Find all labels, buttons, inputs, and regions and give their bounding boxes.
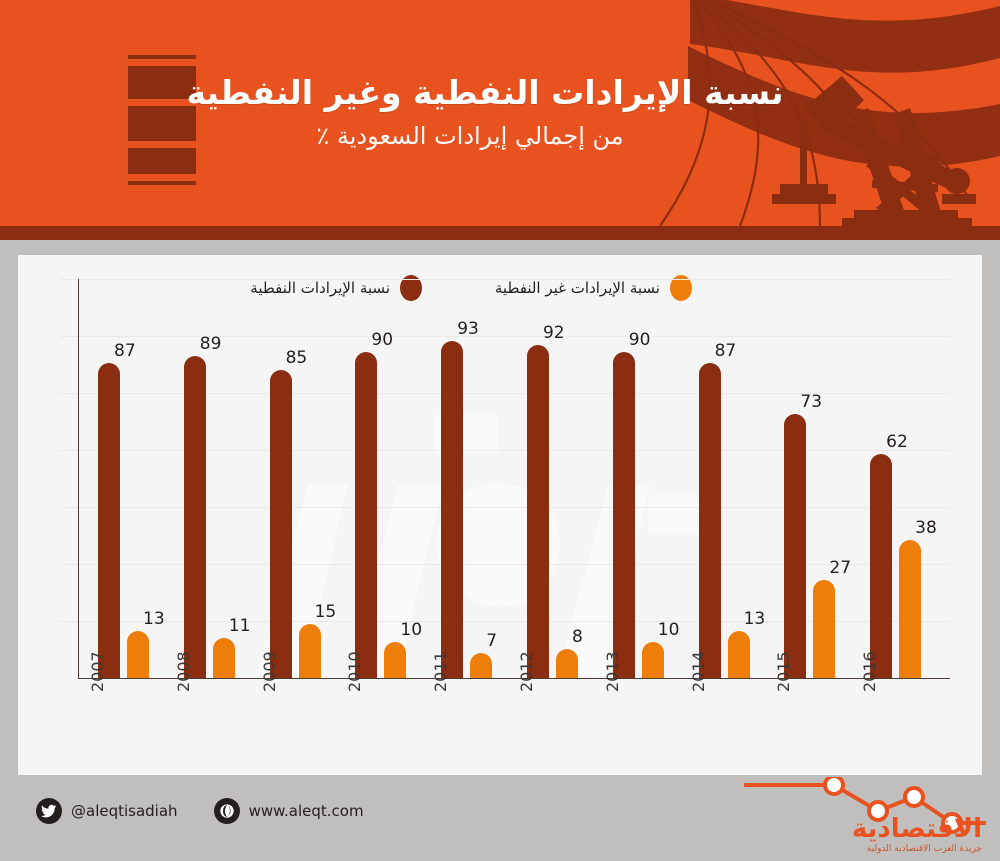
brand-name: الاقتصادية	[852, 814, 982, 844]
twitter-handle: @aleqtisadiah	[71, 802, 178, 820]
gridline	[60, 393, 950, 394]
bar-value-nonoil: 38	[915, 518, 937, 539]
bar-value-nonoil: 10	[400, 619, 423, 640]
x-axis-line	[78, 678, 950, 679]
bar-oil[interactable]: 90	[612, 330, 650, 678]
bar-group: 93 7	[433, 279, 519, 678]
brand-logo[interactable]: الاقتصادية جريدة العرب الاقتصادية الدولي…	[738, 774, 988, 857]
bar-oil[interactable]: 87	[98, 341, 136, 678]
legend-item-nonoil[interactable]: نسبة الإيرادات غير النفطية	[495, 271, 692, 305]
bar-oil[interactable]: 85	[269, 348, 307, 678]
x-tick-label: 2012	[517, 651, 536, 692]
bar-nonoil[interactable]: 13	[727, 609, 765, 678]
bar-nonoil[interactable]: 8	[555, 627, 583, 678]
bar-value-oil: 87	[114, 341, 136, 362]
bar-value-oil: 92	[542, 322, 565, 343]
bar-oil[interactable]: 92	[526, 323, 565, 678]
bar-nonoil[interactable]: 10	[384, 620, 422, 678]
bar-nonoil[interactable]: 10	[641, 620, 679, 678]
bar-group: 92 8	[519, 279, 605, 678]
gridline	[60, 507, 950, 508]
x-tick-label: 2010	[345, 651, 365, 692]
gridline	[60, 564, 950, 565]
oil-barrel-icon	[122, 55, 202, 185]
bar-group: 85 15	[262, 279, 348, 678]
bar-value-oil: 90	[628, 330, 651, 351]
bar-group: 90 10	[347, 279, 433, 678]
x-tick-label: 2008	[173, 651, 193, 692]
bar-oil[interactable]: 62	[870, 432, 908, 678]
x-axis-labels: 2007 2008 2009 2010 2011 2012 2013 2014 2015 2016	[72, 651, 962, 760]
bar-group: 89 11	[176, 279, 262, 678]
bar-oil[interactable]: 73	[784, 392, 822, 678]
bar-value-nonoil: 13	[743, 608, 766, 629]
header-titles: نسبة الإيرادات النفطية وغير النفطية من إ…	[0, 70, 1000, 156]
x-tick-label: 2016	[860, 651, 880, 692]
gridline	[60, 450, 950, 451]
page-subtitle: من إجمالي إيرادات السعودية ٪	[316, 122, 624, 150]
x-tick-label: 2007	[88, 651, 107, 692]
gridline	[60, 279, 950, 280]
bar-value-nonoil: 8	[571, 627, 583, 648]
bar-nonoil[interactable]: 38	[899, 518, 937, 678]
website-url: www.aleqt.com	[248, 802, 364, 820]
y-axis-line	[78, 279, 79, 679]
bar-value-oil: 73	[800, 391, 823, 412]
gridline	[60, 336, 950, 337]
circle-marker-nonoil-icon	[670, 275, 692, 301]
gridline	[60, 621, 950, 622]
bar-group: 73 27	[776, 279, 862, 678]
legend-item-oil[interactable]: نسبة الإيرادات النفطية	[250, 271, 422, 305]
bar-value-nonoil: 13	[143, 608, 165, 629]
bar-nonoil[interactable]: 13	[127, 609, 165, 678]
bar-nonoil[interactable]: 11	[212, 616, 250, 678]
bar-value-oil: 90	[371, 330, 394, 351]
bar-nonoil[interactable]: 27	[813, 558, 851, 678]
bar-value-oil: 62	[886, 431, 908, 452]
header-banner: نسبة الإيرادات النفطية وغير النفطية من إ…	[0, 0, 1000, 226]
globe-icon	[213, 798, 240, 824]
bar-groups: 87 13 89 11 85 15 90 10 93 7 92 8 90 10 87 13 73 27 62 38	[90, 279, 948, 678]
bar-value-nonoil: 11	[228, 616, 251, 637]
bar-nonoil[interactable]: 15	[298, 602, 336, 678]
brand-tagline: جريدة العرب الاقتصادية الدولية	[867, 844, 982, 854]
footer-social: @aleqtisadiah www.aleqt.com	[36, 798, 364, 824]
bar-value-oil: 93	[457, 319, 479, 340]
bar-group: 87 13	[90, 279, 176, 678]
bar-nonoil[interactable]: 7	[470, 631, 497, 678]
x-tick-label: 2013	[602, 651, 622, 692]
bar-group: 62 38	[862, 279, 948, 678]
bar-value-nonoil: 7	[486, 630, 498, 651]
bar-oil[interactable]: 90	[355, 330, 393, 678]
x-tick-label: 2014	[688, 651, 708, 692]
legend-label-nonoil: نسبة الإيرادات غير النفطية	[494, 279, 660, 297]
bar-value-oil: 85	[285, 348, 308, 369]
bar-group: 90 10	[605, 279, 691, 678]
legend-label-oil: نسبة الإيرادات النفطية	[250, 279, 390, 297]
bar-value-nonoil: 10	[657, 619, 680, 640]
x-tick-label: 2015	[774, 651, 794, 692]
x-tick-label: 2009	[259, 651, 279, 692]
footer-bar: @aleqtisadiah www.aleqt.com الاقتصادية	[0, 774, 1000, 860]
bar-value-nonoil: 15	[314, 601, 337, 622]
page-title: نسبة الإيرادات النفطية وغير النفطية	[186, 73, 784, 112]
plot-area: 87 13 89 11 85 15 90 10 93 7 92 8 90 10 87 13 73 27 62 38	[60, 279, 950, 679]
twitter-link[interactable]: @aleqtisadiah	[36, 798, 178, 824]
header-divider	[0, 226, 1000, 240]
bar-value-nonoil: 27	[829, 558, 852, 579]
website-link[interactable]: www.aleqt.com	[213, 798, 364, 824]
bar-group: 87 13	[691, 279, 777, 678]
oil-pumpjack-icon	[760, 56, 1000, 226]
twitter-icon	[36, 798, 62, 824]
x-tick-label: 2011	[431, 651, 451, 692]
bar-value-oil: 89	[199, 333, 222, 354]
bar-oil[interactable]: 93	[441, 319, 479, 678]
bar-oil[interactable]: 87	[698, 341, 736, 678]
bar-oil[interactable]: 89	[183, 334, 221, 678]
circle-marker-oil-icon	[400, 275, 422, 301]
bar-value-oil: 87	[714, 341, 737, 362]
